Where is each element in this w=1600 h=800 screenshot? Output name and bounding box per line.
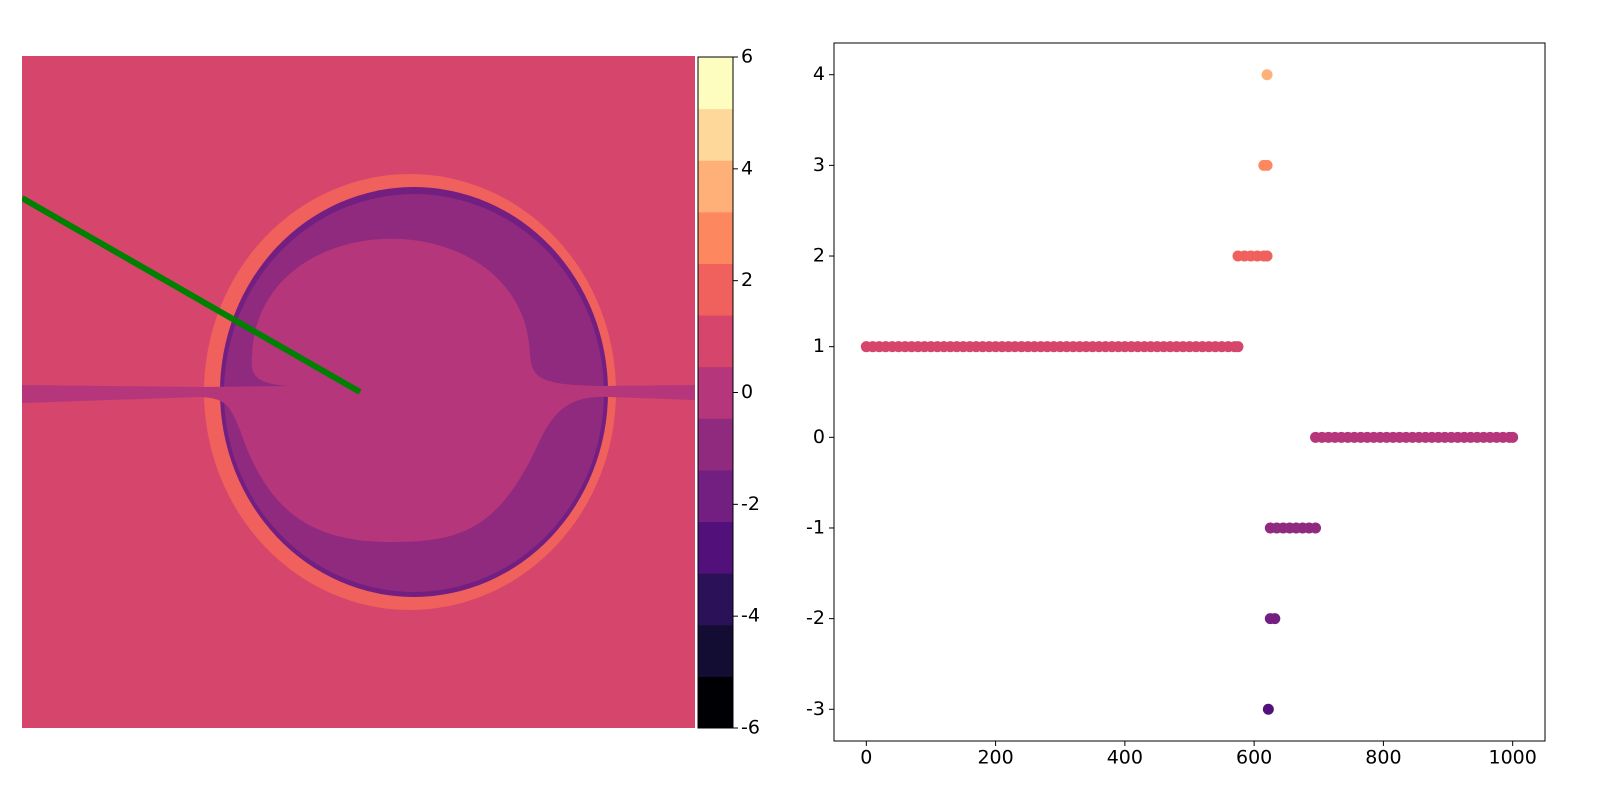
point: [1261, 69, 1273, 81]
colorbar-tick-label: 6: [741, 46, 753, 68]
colorbar-band: [698, 469, 733, 523]
image-area: [22, 56, 695, 728]
point: [1507, 431, 1519, 443]
colorbar-band: [698, 315, 733, 368]
point: [1261, 159, 1273, 171]
x-tick-label: 0: [860, 747, 872, 769]
y-tick-label: -3: [806, 698, 825, 720]
colorbar-band: [698, 211, 733, 264]
point: [1310, 522, 1322, 534]
colorbar-band: [698, 676, 733, 729]
cut-line: [22, 195, 362, 395]
y-tick-label: 2: [813, 245, 825, 267]
colorbar-tick-label: -4: [741, 605, 760, 627]
x-tick-label: 800: [1365, 747, 1401, 769]
colorbar-tick-label: 0: [741, 381, 753, 403]
colorbar-band: [698, 573, 733, 626]
x-tick-label: 200: [977, 747, 1013, 769]
y-tick-label: 0: [813, 426, 825, 448]
y-tick-label: 4: [813, 63, 825, 85]
point: [1269, 613, 1281, 625]
y-tick-label: -1: [806, 516, 825, 538]
colorbar-band: [698, 160, 733, 213]
colorbar-band: [698, 366, 733, 419]
colorbar-band: [698, 57, 733, 110]
point: [1261, 250, 1273, 262]
axes-frame: [833, 42, 1546, 742]
colorbar-tick-label: -6: [741, 717, 760, 739]
colorbar-tick-label: 2: [741, 269, 753, 291]
y-tick-label: -2: [806, 607, 825, 629]
y-tick-label: 3: [813, 154, 825, 176]
x-tick-label: 1000: [1489, 747, 1537, 769]
colorbar-band: [698, 418, 733, 471]
colorbar-tick-label: 4: [741, 157, 753, 179]
colorbar-tick-label: -2: [741, 493, 760, 515]
x-tick-label: 600: [1236, 747, 1272, 769]
colorbar-band: [698, 624, 733, 677]
x-tick-label: 400: [1107, 747, 1143, 769]
point: [1262, 703, 1274, 715]
colorbar-band: [698, 263, 733, 316]
colorbar-band: [698, 108, 733, 161]
y-tick-label: 1: [813, 335, 825, 357]
colorbar-band: [698, 521, 733, 574]
point: [1232, 341, 1244, 353]
